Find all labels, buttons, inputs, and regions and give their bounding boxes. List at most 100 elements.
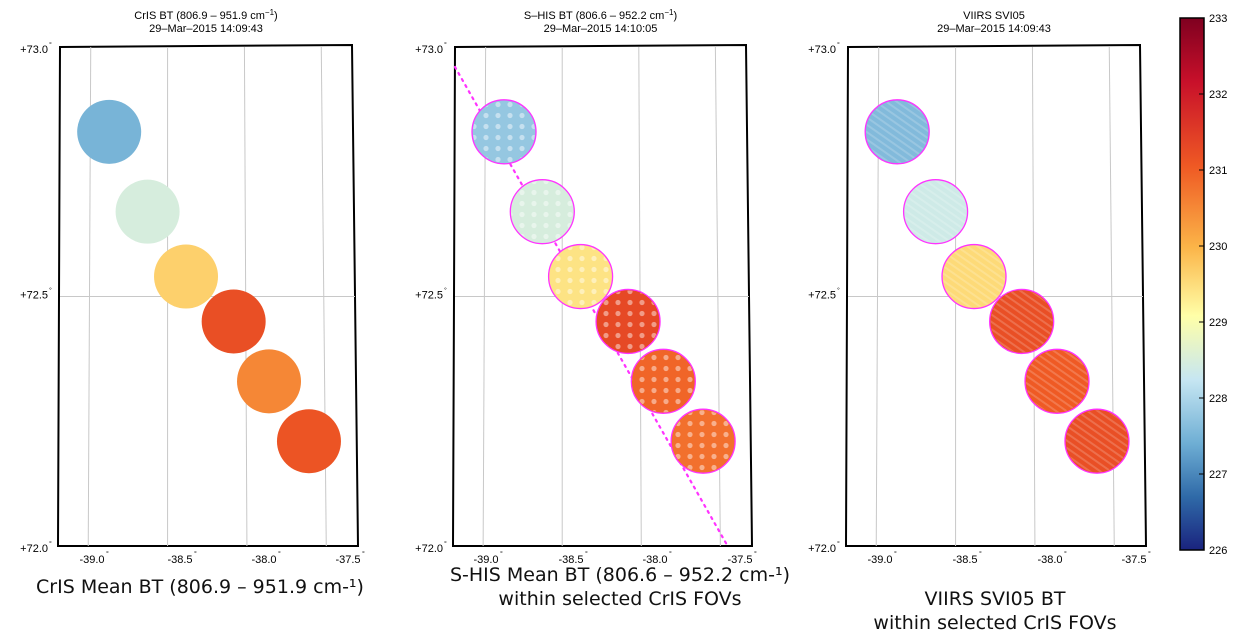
panel-title-close: ) <box>274 10 278 22</box>
panel-title-close: ) <box>673 10 677 22</box>
colorbar-tick-label: 230 <box>1209 241 1227 253</box>
fov-sample-dots <box>597 290 660 353</box>
lat-tick-label: +73.0 <box>808 44 836 56</box>
fov-outline <box>989 288 1055 355</box>
degree-mark: ° <box>444 540 447 548</box>
caption-viirs-line2: within selected CrIS FOVs <box>873 612 1117 634</box>
fov-outline <box>864 99 930 165</box>
lon-tick-label: -39.0 <box>473 554 498 566</box>
lat-tick-label: +72.5 <box>20 290 48 302</box>
degree-mark: ° <box>49 41 52 49</box>
degree-mark: ° <box>894 550 897 558</box>
degree-mark: ° <box>837 287 840 295</box>
degree-mark: ° <box>278 550 281 558</box>
fov-texture <box>1065 410 1128 473</box>
fov-sample-dots <box>549 245 612 308</box>
fov-texture <box>1026 350 1089 413</box>
degree-mark: ° <box>444 287 447 295</box>
fov-outline <box>547 243 614 310</box>
lon-tick-label: -39.0 <box>79 554 104 566</box>
map-panel: +73.0 °+72.5 °+72.0 °-39.0 ° -38.5 ° -38.0 ° -37.… <box>415 8 757 566</box>
colorbar-tick-label: 227 <box>1209 469 1227 481</box>
fov-sample-dots <box>473 100 536 163</box>
panel-title: VIIRS SVI05 <box>963 10 1025 22</box>
panel-title-text: S–HIS BT (806.6 – 952.2 cm <box>524 10 664 22</box>
colorbar-tick-label: 232 <box>1209 89 1227 101</box>
lon-tick-label: -37.5 <box>727 554 752 566</box>
fov-sample-dots <box>632 350 695 413</box>
panel-title-text: CrIS BT (806.9 – 951.9 cm <box>134 10 265 22</box>
caption-viirs: VIIRS SVI05 BT within selected CrIS FOVs <box>795 587 1195 635</box>
lon-tick-label: -38.5 <box>952 554 977 566</box>
degree-mark: ° <box>362 550 365 558</box>
lon-tick-label: -38.0 <box>642 554 667 566</box>
lon-tick-label: -38.0 <box>1037 554 1062 566</box>
lat-tick-label: +73.0 <box>20 44 48 56</box>
caption-shis: S-HIS Mean BT (806.6 – 952.2 cm-¹) withi… <box>420 563 820 611</box>
colorbar-gradient <box>1179 17 1205 551</box>
degree-mark: ° <box>669 550 672 558</box>
lat-tick-label: +73.0 <box>415 44 443 56</box>
caption-cris-line1: CrIS Mean BT (806.9 – 951.9 cm-¹) <box>36 576 364 598</box>
panel-title-superscript: −1 <box>265 8 275 17</box>
caption-shis-line1: S-HIS Mean BT (806.6 – 952.2 cm-¹) <box>449 564 791 586</box>
degree-mark: ° <box>837 41 840 49</box>
map-panel: +73.0 °+72.5 °+72.0 °-39.0 ° -38.5 ° -38.0 ° -37.… <box>808 10 1151 566</box>
degree-mark: ° <box>444 41 447 49</box>
panel-subtitle: 29–Mar–2015 14:09:43 <box>149 23 263 35</box>
lon-tick-label: -39.0 <box>867 554 892 566</box>
caption-cris: CrIS Mean BT (806.9 – 951.9 cm-¹) <box>0 575 400 599</box>
fov-circle <box>201 289 266 354</box>
fov-texture <box>866 100 929 163</box>
fov-sample-dots <box>672 410 735 473</box>
lon-tick-label: -38.0 <box>251 554 276 566</box>
degree-mark: ° <box>1064 550 1067 558</box>
panel-subtitle: 29–Mar–2015 14:10:05 <box>544 23 658 35</box>
fov-circle <box>154 244 219 309</box>
fov-outline <box>509 179 575 245</box>
fov-texture <box>990 290 1053 353</box>
colorbar-tick-label: 229 <box>1209 317 1227 329</box>
fov-texture <box>943 245 1006 308</box>
degree-mark: ° <box>194 550 197 558</box>
fov-circle <box>276 409 341 474</box>
panel-title-superscript: −1 <box>664 8 674 17</box>
degree-mark: ° <box>1148 550 1151 558</box>
lat-tick-label: +72.0 <box>808 543 836 555</box>
colorbar-tick-label: 226 <box>1209 545 1227 557</box>
fov-outline <box>670 408 736 474</box>
fov-outline <box>941 243 1007 310</box>
fov-circle <box>237 349 302 414</box>
fov-texture <box>904 180 967 243</box>
lat-tick-label: +72.0 <box>415 543 443 555</box>
lon-tick-label: -37.5 <box>1121 554 1146 566</box>
fov-outline <box>1064 408 1130 474</box>
degree-mark: ° <box>585 550 588 558</box>
lat-tick-label: +72.0 <box>20 543 48 555</box>
fov-sample-dots <box>511 180 574 243</box>
lat-tick-label: +72.5 <box>415 290 443 302</box>
panel-title-text: VIIRS SVI05 <box>963 10 1025 22</box>
degree-mark: ° <box>754 550 757 558</box>
lat-tick-label: +72.5 <box>808 290 836 302</box>
panel-title: CrIS BT (806.9 – 951.9 cm−1) <box>134 8 277 22</box>
colorbar-tick-label: 233 <box>1209 13 1227 25</box>
fov-outline <box>902 179 969 245</box>
degree-mark: ° <box>837 540 840 548</box>
caption-viirs-line1: VIIRS SVI05 BT <box>924 588 1066 610</box>
fov-outline <box>595 288 661 355</box>
degree-mark: ° <box>49 287 52 295</box>
fov-outline <box>471 99 537 165</box>
lon-tick-label: -38.5 <box>167 554 192 566</box>
degree-mark: ° <box>979 550 982 558</box>
map-panel: +73.0 °+72.5 °+72.0 °-39.0 ° -38.5 ° -38.0 ° -37.… <box>20 8 365 566</box>
fov-outline <box>630 348 696 414</box>
degree-mark: ° <box>106 550 109 558</box>
degree-mark: ° <box>500 550 503 558</box>
colorbar-tick-label: 228 <box>1209 393 1227 405</box>
lon-tick-label: -38.5 <box>558 554 583 566</box>
fov-circle <box>115 179 180 244</box>
panel-title: S–HIS BT (806.6 – 952.2 cm−1) <box>524 8 677 22</box>
panel-subtitle: 29–Mar–2015 14:09:43 <box>937 23 1051 35</box>
